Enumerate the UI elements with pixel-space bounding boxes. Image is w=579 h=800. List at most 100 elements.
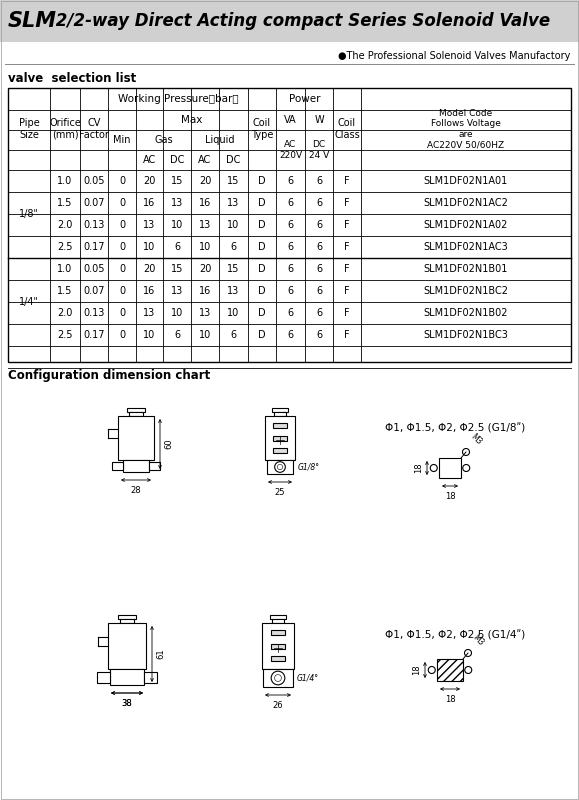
Text: 6: 6 [230, 330, 237, 340]
Bar [144, 671, 157, 682]
Text: 16: 16 [144, 286, 156, 296]
Text: Liquid: Liquid [205, 135, 234, 145]
Bar [265, 416, 295, 460]
Text: 13: 13 [228, 198, 240, 208]
Text: 15: 15 [171, 176, 183, 186]
Bar [271, 656, 285, 661]
Text: 26: 26 [273, 701, 283, 710]
Text: D: D [258, 198, 266, 208]
Text: 10: 10 [171, 220, 183, 230]
Bar [263, 669, 293, 687]
Text: F: F [344, 286, 350, 296]
Bar [273, 436, 287, 441]
Text: 6: 6 [316, 286, 322, 296]
Text: 1.0: 1.0 [57, 264, 72, 274]
Text: 20: 20 [144, 176, 156, 186]
Text: W: W [314, 115, 324, 125]
Text: 0: 0 [119, 242, 125, 252]
Text: 1/4": 1/4" [19, 297, 39, 307]
Text: SLM1DF02N1AC3: SLM1DF02N1AC3 [424, 242, 508, 252]
Bar [97, 671, 110, 682]
Text: 2.0: 2.0 [57, 308, 73, 318]
Text: 20: 20 [199, 176, 211, 186]
Text: 6: 6 [316, 264, 322, 274]
Text: 13: 13 [199, 308, 211, 318]
Text: 18: 18 [445, 695, 455, 704]
Bar [437, 659, 463, 681]
Bar [118, 416, 154, 460]
Text: SLM: SLM [8, 11, 57, 31]
Text: F: F [344, 198, 350, 208]
Bar [271, 630, 285, 635]
Text: DC
24 V: DC 24 V [309, 140, 329, 160]
Text: 18: 18 [445, 492, 455, 501]
Text: 0: 0 [119, 308, 125, 318]
Bar [127, 408, 145, 412]
Text: D: D [258, 330, 266, 340]
Text: Coil
Type: Coil Type [251, 118, 273, 140]
Text: 13: 13 [199, 220, 211, 230]
Text: 0.13: 0.13 [83, 220, 105, 230]
Text: 2.0: 2.0 [57, 220, 73, 230]
Text: 0: 0 [119, 220, 125, 230]
Text: 15: 15 [228, 176, 240, 186]
Text: SLM1DF02N1BC2: SLM1DF02N1BC2 [423, 286, 508, 296]
Bar [110, 669, 144, 685]
Text: 1.5: 1.5 [57, 198, 73, 208]
Text: D: D [258, 286, 266, 296]
Text: 16: 16 [199, 198, 211, 208]
Text: 10: 10 [228, 308, 240, 318]
Bar [262, 623, 294, 669]
Text: Min: Min [113, 135, 131, 145]
Text: 6: 6 [316, 308, 322, 318]
Bar [272, 619, 284, 623]
Text: 18: 18 [412, 665, 421, 675]
Text: D: D [258, 220, 266, 230]
Text: Gas: Gas [154, 135, 173, 145]
Text: 1.5: 1.5 [57, 286, 73, 296]
Bar [267, 460, 293, 474]
Text: 0.07: 0.07 [83, 198, 105, 208]
Bar [123, 460, 149, 472]
Text: 13: 13 [144, 308, 156, 318]
Bar [274, 412, 286, 416]
Text: Φ1, Φ1.5, Φ2, Φ2.5 (G1/4ʺ): Φ1, Φ1.5, Φ2, Φ2.5 (G1/4ʺ) [385, 630, 525, 640]
Text: 6: 6 [287, 264, 294, 274]
Text: 10: 10 [144, 330, 156, 340]
Text: 6: 6 [287, 308, 294, 318]
Text: F: F [344, 308, 350, 318]
Text: G1/4°: G1/4° [297, 674, 319, 682]
Text: Orifice
(mm): Orifice (mm) [49, 118, 81, 140]
Text: D: D [258, 242, 266, 252]
Text: 6: 6 [316, 198, 322, 208]
Text: M3: M3 [469, 433, 483, 447]
Text: AC: AC [143, 155, 156, 165]
Text: 25: 25 [275, 488, 285, 497]
Text: AC: AC [199, 155, 212, 165]
Text: 6: 6 [287, 176, 294, 186]
Bar [270, 615, 287, 619]
Bar [8, 88, 571, 362]
Text: 0: 0 [119, 176, 125, 186]
Text: D: D [258, 308, 266, 318]
Text: M3: M3 [471, 634, 486, 648]
Text: 6: 6 [174, 330, 180, 340]
Text: 10: 10 [199, 242, 211, 252]
Text: 0: 0 [119, 264, 125, 274]
Text: 10: 10 [144, 242, 156, 252]
Text: 13: 13 [228, 286, 240, 296]
Text: 1/8": 1/8" [19, 209, 39, 219]
Text: SLM1DF02N1AC2: SLM1DF02N1AC2 [424, 198, 508, 208]
Text: 61: 61 [156, 649, 165, 659]
Text: F: F [344, 176, 350, 186]
Text: 20: 20 [144, 264, 156, 274]
Text: G1/8°: G1/8° [298, 462, 320, 471]
Text: 6: 6 [174, 242, 180, 252]
Text: 13: 13 [144, 220, 156, 230]
Text: 16: 16 [144, 198, 156, 208]
Text: Configuration dimension chart: Configuration dimension chart [8, 369, 210, 382]
Text: Φ1, Φ1.5, Φ2, Φ2.5 (G1/8ʺ): Φ1, Φ1.5, Φ2, Φ2.5 (G1/8ʺ) [385, 423, 525, 433]
Text: 38: 38 [122, 699, 133, 708]
Bar [0, 0, 579, 42]
Text: 0: 0 [119, 330, 125, 340]
